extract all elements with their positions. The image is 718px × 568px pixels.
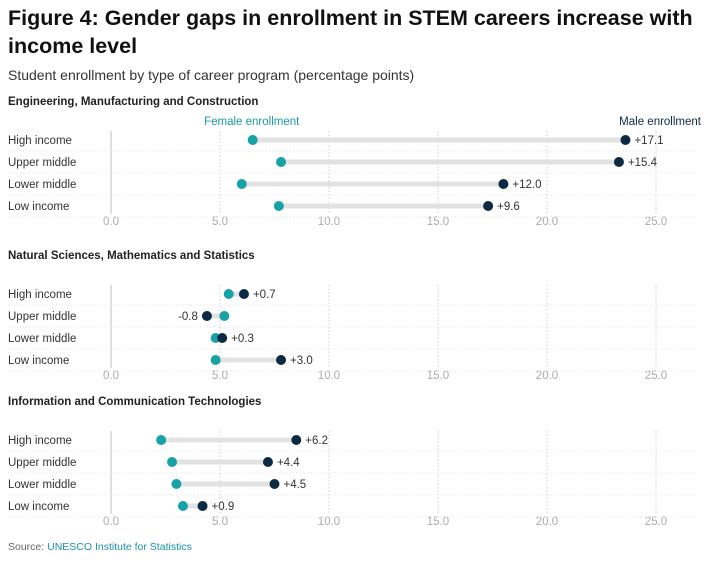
x-tick-label: 15.0: [427, 516, 449, 528]
male-point: [217, 333, 228, 343]
category-label: High income: [8, 435, 72, 447]
x-tick-label: 5.0: [212, 516, 228, 528]
gap-value-label: +9.6: [497, 201, 520, 213]
x-tick-label: 10.0: [318, 370, 340, 382]
x-tick-label: 5.0: [212, 370, 228, 382]
female-point: [236, 179, 247, 189]
legend-female-label: Female enrollment: [204, 116, 300, 128]
category-label: Upper middle: [8, 311, 76, 323]
male-point: [201, 311, 212, 321]
x-tick-label: 0.0: [103, 370, 119, 382]
gap-value-label: -0.8: [178, 311, 198, 323]
female-point: [156, 435, 167, 445]
category-label: Upper middle: [8, 457, 76, 469]
gap-value-label: +4.5: [284, 479, 307, 491]
x-tick-label: 25.0: [645, 216, 667, 228]
male-point: [620, 135, 631, 145]
male-point: [291, 435, 302, 445]
panel-title: Information and Communication Technologi…: [8, 396, 261, 408]
x-tick-label: 20.0: [536, 516, 558, 528]
panel-title: Engineering, Manufacturing and Construct…: [8, 96, 258, 108]
category-label: High income: [8, 135, 72, 147]
male-point: [238, 289, 249, 299]
category-label: Lower middle: [8, 179, 76, 191]
male-point: [613, 157, 624, 167]
source-link[interactable]: UNESCO Institute for Statistics: [47, 541, 192, 553]
category-label: Low income: [8, 501, 69, 513]
female-point: [171, 479, 182, 489]
male-point: [483, 201, 494, 211]
chart-subtitle: Student enrollment by type of career pro…: [8, 67, 415, 83]
female-point: [223, 289, 234, 299]
x-tick-label: 10.0: [318, 516, 340, 528]
female-point: [276, 157, 287, 167]
female-point: [210, 355, 221, 365]
female-point: [273, 201, 284, 211]
gap-value-label: +3.0: [290, 355, 313, 367]
x-tick-label: 20.0: [536, 370, 558, 382]
category-label: Upper middle: [8, 157, 76, 169]
female-point: [247, 135, 258, 145]
gap-value-label: +6.2: [305, 435, 328, 447]
male-point: [269, 479, 280, 489]
gap-value-label: +17.1: [634, 135, 663, 147]
chart-title: Figure 4: Gender gaps in enrollment in S…: [8, 6, 693, 58]
female-point: [167, 457, 178, 467]
x-tick-label: 0.0: [103, 216, 119, 228]
category-label: High income: [8, 289, 72, 301]
gap-value-label: +0.9: [212, 501, 235, 513]
category-label: Lower middle: [8, 479, 76, 491]
panel-title: Natural Sciences, Mathematics and Statis…: [8, 250, 255, 262]
gap-value-label: +15.4: [628, 157, 658, 169]
category-label: Lower middle: [8, 333, 76, 345]
x-tick-label: 20.0: [536, 216, 558, 228]
male-point: [197, 501, 208, 511]
gap-value-label: +0.3: [231, 333, 254, 345]
category-label: Low income: [8, 355, 69, 367]
x-tick-label: 0.0: [103, 516, 119, 528]
male-point: [262, 457, 273, 467]
x-tick-label: 10.0: [318, 216, 340, 228]
category-label: Low income: [8, 201, 69, 213]
gap-value-label: +4.4: [277, 457, 300, 469]
male-point: [276, 355, 287, 365]
x-tick-label: 25.0: [645, 516, 667, 528]
gap-value-label: +12.0: [512, 179, 541, 191]
gap-value-label: +0.7: [253, 289, 276, 301]
source-note: Source: UNESCO Institute for Statistics: [8, 541, 192, 553]
female-point: [219, 311, 230, 321]
x-tick-label: 15.0: [427, 370, 449, 382]
x-tick-label: 5.0: [212, 216, 228, 228]
male-point: [498, 179, 509, 189]
x-tick-label: 15.0: [427, 216, 449, 228]
female-point: [177, 501, 188, 511]
source-label: Source:: [8, 541, 45, 553]
x-tick-label: 25.0: [645, 370, 667, 382]
legend-male-label: Male enrollment: [619, 116, 702, 128]
